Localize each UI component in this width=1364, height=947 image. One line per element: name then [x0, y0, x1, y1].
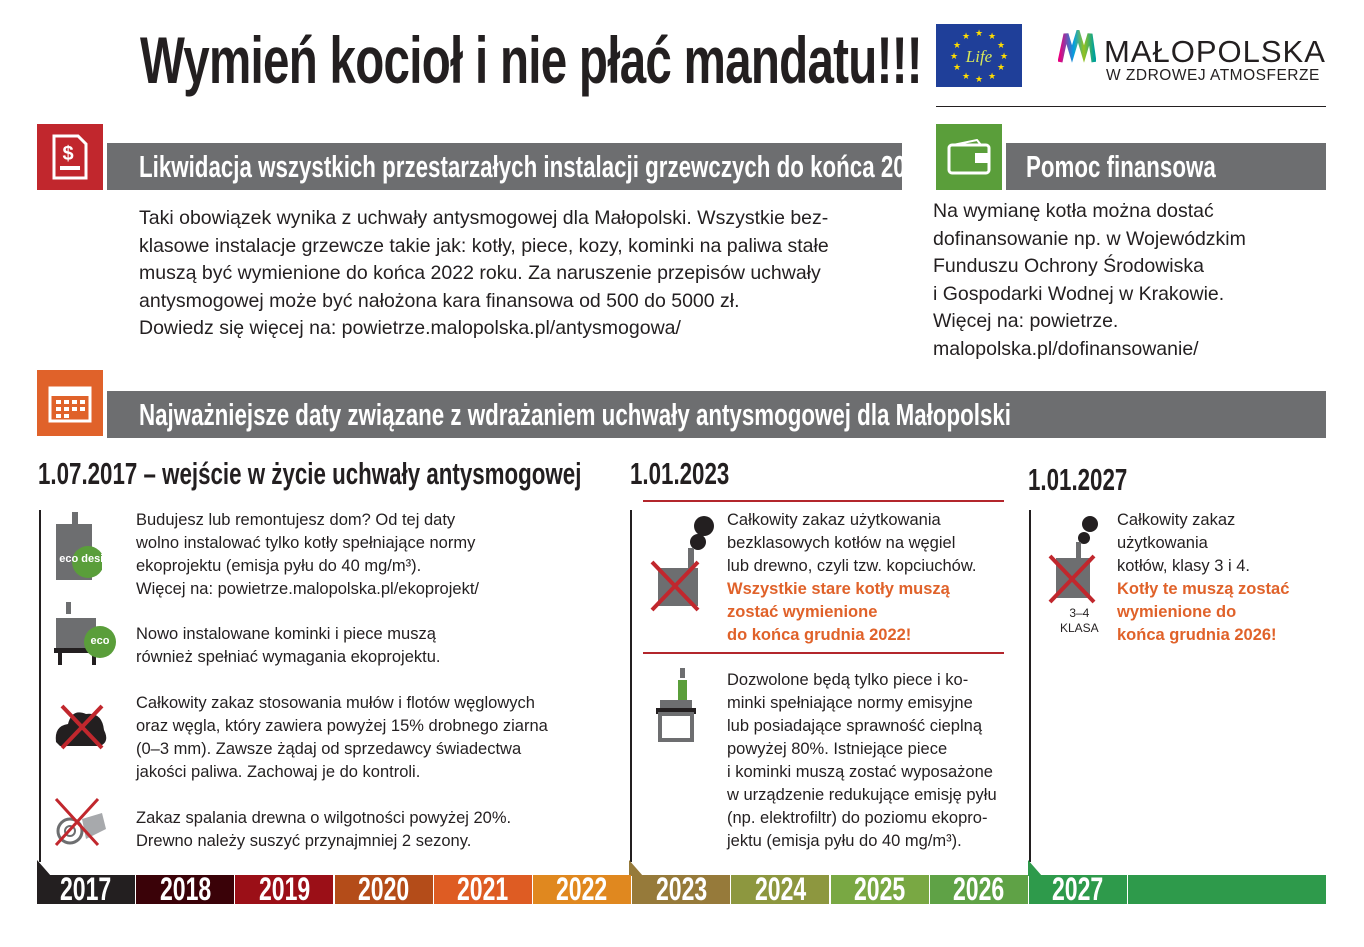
- svg-text:★: ★: [950, 51, 958, 61]
- eu-life-logo: ★ ★ ★ ★ ★ ★ ★ ★ ★ ★ ★ ★ Life: [936, 24, 1022, 87]
- section-header-dates: Najważniejsze daty związane z wdrażaniem…: [107, 391, 1326, 438]
- timeline-year-2018: 2018: [136, 875, 235, 904]
- col2-title: 1.01.2023: [630, 456, 730, 491]
- col1-item-2: Nowo instalowane kominki i piece muszą ró…: [136, 625, 441, 666]
- svg-text:★: ★: [988, 31, 996, 41]
- stove-filter-icon: [656, 668, 696, 742]
- timeline-year-future: [1128, 875, 1326, 904]
- section-header-financing: Pomoc finansowa: [1006, 143, 1326, 190]
- timeline-year-2027: 2027: [1029, 875, 1127, 904]
- brand-sub: W ZDROWEJ ATMOSFERZE: [1106, 67, 1320, 84]
- timeline-line-2023: [630, 510, 632, 862]
- banned-class-boiler-icon: [1048, 516, 1098, 604]
- divider: [936, 106, 1326, 107]
- col1-item-4: Zakaz spalania drewna o wilgotności powy…: [136, 809, 512, 850]
- svg-text:★: ★: [953, 62, 961, 72]
- banned-wet-wood-icon: [54, 797, 106, 847]
- timeline-year-2024: 2024: [731, 875, 830, 904]
- timeline-year-2022: 2022: [533, 875, 631, 904]
- year-label: 2017: [60, 875, 112, 904]
- svg-text:★: ★: [962, 31, 970, 41]
- section-header-liquidation: Likwidacja wszystkich przestarzałych ins…: [107, 143, 950, 190]
- svg-text:★: ★: [975, 28, 983, 38]
- svg-text:★: ★: [988, 71, 996, 81]
- brand-main: MAŁOPOLSKA: [1104, 34, 1326, 69]
- year-label: 2018: [159, 875, 211, 904]
- svg-text:$: $: [62, 143, 73, 165]
- invoice-icon: $: [37, 124, 103, 190]
- banned-smoky-boiler-icon: [650, 516, 714, 612]
- eco-stove-icon: eco: [54, 602, 116, 665]
- wallet-icon: [936, 124, 1002, 190]
- svg-text:eco: eco: [91, 635, 110, 647]
- timeline-line-2017: [39, 510, 41, 862]
- svg-text:★: ★: [953, 40, 961, 50]
- col2-item-1: Całkowity zakaz użytkowania bezklasowych …: [727, 511, 977, 644]
- col3-title: 1.01.2027: [1028, 462, 1128, 497]
- timeline-year-2021: 2021: [433, 875, 532, 904]
- svg-text:★: ★: [975, 74, 983, 84]
- timeline-year-2026: 2026: [929, 875, 1028, 904]
- divider-red: [643, 500, 1004, 502]
- malopolska-logo: [1057, 25, 1097, 69]
- class-label: 3–4 KLASA: [1060, 606, 1099, 635]
- svg-text:★: ★: [997, 62, 1005, 72]
- col1-item-1: Budujesz lub remontujesz dom? Od tej dat…: [136, 511, 479, 598]
- page-title: Wymień kocioł i nie płać mandatu!!!: [140, 23, 923, 97]
- svg-text:★: ★: [997, 40, 1005, 50]
- svg-text:Life: Life: [965, 47, 993, 66]
- year-label: 2025: [853, 875, 906, 904]
- col1-title: 1.07.2017 – wejście w życie uchwały anty…: [38, 456, 582, 491]
- svg-text:★: ★: [1000, 51, 1008, 61]
- marker-2027-icon: [1028, 860, 1042, 876]
- year-label: 2019: [258, 875, 311, 904]
- marker-2017-icon: [37, 860, 51, 876]
- col1-item-3: Całkowity zakaz stosowania mułów i flotó…: [136, 694, 548, 781]
- malopolska-m-icon: [1057, 25, 1097, 63]
- year-label: 2026: [953, 875, 1005, 904]
- divider-red: [643, 652, 1004, 654]
- year-label: 2020: [357, 875, 410, 904]
- year-label: 2022: [556, 875, 608, 904]
- timeline-year-2019: 2019: [235, 875, 334, 904]
- year-label: 2024: [754, 875, 807, 904]
- eco-boiler-icon: eco design: [56, 512, 102, 580]
- year-label: 2021: [457, 875, 509, 904]
- year-label: 2027: [1052, 875, 1104, 904]
- timeline-line-2027: [1029, 510, 1031, 862]
- liquidation-text: Taki obowiązek wynika z uchwały antysmog…: [139, 207, 829, 339]
- svg-text:eco design: eco design: [59, 553, 102, 565]
- timeline-year-2023: 2023: [632, 875, 731, 904]
- col3-item-1: Całkowity zakaz użytkowania kotłów, klasy …: [1117, 511, 1290, 644]
- marker-2023-icon: [629, 860, 643, 876]
- year-label: 2023: [655, 875, 707, 904]
- calendar-icon: [37, 370, 103, 436]
- eu-stars-icon: ★ ★★★★★★★★★★★ Life: [950, 28, 1008, 84]
- timeline-year-2025: 2025: [830, 875, 929, 904]
- svg-text:★: ★: [962, 71, 970, 81]
- financing-text: Na wymianę kotła można dostać dofinansowa…: [933, 200, 1246, 360]
- timeline-year-2020: 2020: [334, 875, 433, 904]
- timeline-year-2017: 2017: [37, 875, 135, 904]
- banned-coal-icon: [55, 704, 107, 750]
- col2-item-2: Dozwolone będą tylko piece i ko-minki sp…: [727, 671, 997, 850]
